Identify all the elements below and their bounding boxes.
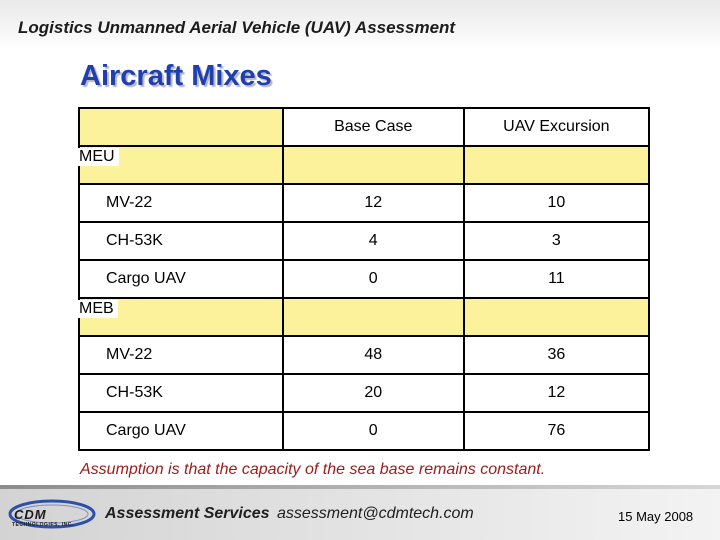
table-row: Cargo UAV 0 76	[78, 411, 651, 451]
aircraft-label: Cargo UAV	[78, 259, 284, 299]
logo-text: CDM	[14, 507, 47, 522]
footer-divider	[0, 485, 720, 489]
group-label-meb: MEB	[77, 300, 118, 318]
excursion-value: 76	[462, 411, 651, 451]
group-row-meb: MEB	[77, 297, 651, 337]
aircraft-label: MV-22	[78, 335, 284, 375]
group-label-cell: MEU	[77, 145, 284, 185]
logo-subtext: TECHNOLOGIES, INC.	[12, 522, 74, 528]
table-corner-cell	[78, 107, 284, 147]
group-blank-cell	[281, 297, 465, 337]
base-value: 48	[281, 335, 465, 375]
base-value: 12	[281, 183, 465, 223]
footer-email[interactable]: assessment@cdmtech.com	[277, 505, 474, 522]
footer-service-name: Assessment Services	[105, 505, 270, 522]
aircraft-label: MV-22	[78, 183, 284, 223]
aircraft-mix-table: Base Case UAV Excursion MEU MV-22 12 10 …	[77, 107, 651, 451]
aircraft-label: CH-53K	[78, 373, 284, 413]
slide-title: Aircraft Mixes	[80, 60, 272, 92]
table-row: MV-22 48 36	[78, 335, 651, 375]
footer-date: 15 May 2008	[618, 509, 694, 524]
excursion-value: 3	[462, 221, 651, 261]
group-blank-cell	[462, 145, 651, 185]
base-value: 4	[281, 221, 465, 261]
group-label-meu: MEU	[77, 148, 119, 166]
column-header-base: Base Case	[281, 107, 465, 147]
header-title: Logistics Unmanned Aerial Vehicle (UAV) …	[18, 18, 456, 37]
group-blank-cell	[281, 145, 465, 185]
excursion-value: 11	[462, 259, 651, 299]
column-header-excursion: UAV Excursion	[462, 107, 651, 147]
aircraft-label: CH-53K	[78, 221, 284, 261]
header-bar	[0, 0, 720, 50]
table-row: CH-53K 20 12	[78, 373, 651, 413]
table-row: MV-22 12 10	[78, 183, 651, 223]
cdm-logo	[8, 499, 96, 529]
base-value: 20	[281, 373, 465, 413]
table-header-row: Base Case UAV Excursion	[78, 107, 651, 147]
group-label-cell: MEB	[77, 297, 284, 337]
base-value: 0	[281, 259, 465, 299]
footer-bar	[0, 489, 720, 540]
aircraft-label: Cargo UAV	[78, 411, 284, 451]
excursion-value: 12	[462, 373, 651, 413]
table-row: Cargo UAV 0 11	[78, 259, 651, 299]
group-blank-cell	[462, 297, 651, 337]
group-row-meu: MEU	[77, 145, 651, 185]
excursion-value: 36	[462, 335, 651, 375]
base-value: 0	[281, 411, 465, 451]
assumption-note: Assumption is that the capacity of the s…	[80, 461, 546, 478]
table-row: CH-53K 4 3	[78, 221, 651, 261]
excursion-value: 10	[462, 183, 651, 223]
